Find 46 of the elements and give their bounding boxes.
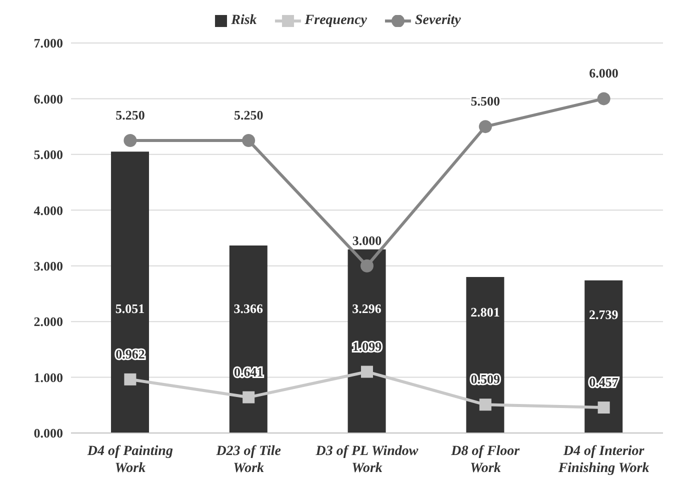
data-label: 5.250 bbox=[234, 108, 264, 122]
bar bbox=[229, 245, 268, 433]
data-label: 1.099 bbox=[352, 338, 382, 354]
point bbox=[478, 120, 492, 134]
point bbox=[598, 402, 610, 414]
x-tick-label: D4 of Painting Work bbox=[86, 444, 173, 476]
data-label: 2.801 bbox=[470, 304, 500, 320]
data-label: 0.509 bbox=[470, 372, 501, 387]
point bbox=[242, 391, 255, 404]
data-label: 5.250 bbox=[116, 108, 145, 122]
data-label: 6.000 bbox=[589, 66, 618, 81]
point bbox=[479, 398, 492, 411]
legend-label: Risk bbox=[231, 13, 257, 29]
x-tick-label: D3 of PL Window Work bbox=[314, 444, 419, 476]
data-label: 0.641 bbox=[234, 364, 264, 380]
data-label: 3.296 bbox=[352, 301, 382, 316]
legend-label: Frequency bbox=[304, 13, 368, 29]
point bbox=[361, 366, 373, 378]
y-tick-label: 4.000 bbox=[34, 202, 63, 218]
bar bbox=[348, 249, 386, 433]
data-label: 5.051 bbox=[115, 301, 145, 316]
data-label: 2.739 bbox=[588, 306, 619, 322]
data-label: 5.500 bbox=[470, 94, 500, 109]
x-tick-label: D4 of Interior Finishing Work bbox=[557, 444, 650, 476]
y-tick-label: 5.000 bbox=[34, 147, 63, 162]
y-tick-label: 3.000 bbox=[34, 258, 63, 274]
bar bbox=[466, 276, 504, 433]
bar bbox=[111, 152, 149, 433]
point bbox=[124, 134, 137, 147]
y-tick-label: 1.000 bbox=[34, 370, 63, 385]
data-label: 3.366 bbox=[234, 301, 264, 316]
y-tick-label: 6.000 bbox=[34, 91, 63, 106]
data-label: 0.962 bbox=[116, 346, 145, 362]
point bbox=[124, 373, 136, 386]
data-label: 3.000 bbox=[352, 232, 382, 248]
data-label: 0.457 bbox=[589, 374, 619, 390]
bar bbox=[584, 280, 623, 433]
y-tick-label: 7.000 bbox=[34, 36, 63, 51]
point bbox=[242, 134, 256, 147]
point bbox=[597, 92, 610, 106]
x-tick-label: D8 of Floor Work bbox=[450, 444, 520, 476]
point bbox=[360, 259, 374, 272]
legend-label: Severity bbox=[415, 13, 461, 29]
y-tick-label: 0.000 bbox=[34, 426, 63, 441]
y-tick-label: 2.000 bbox=[34, 314, 63, 330]
x-tick-label: D23 of Tile Work bbox=[215, 444, 282, 476]
